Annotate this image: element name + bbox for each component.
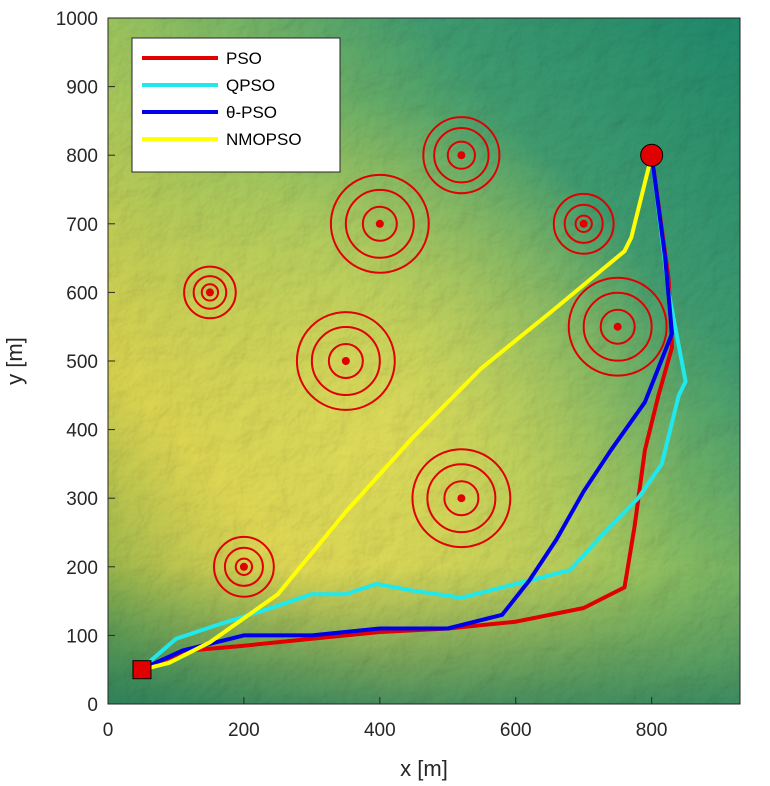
threat-ring [295,311,396,411]
axes: 0 200 400 600 800 0 100 200 300 400 500 600 700 800 90… [2,9,741,781]
threat-zone [213,535,275,598]
y-tick-label: 900 [66,78,98,99]
y-tick-label: 800 [66,146,98,167]
threat-zone [183,265,237,320]
start-goal-markers [132,143,664,680]
threat-ring [443,480,480,517]
threat-zone [567,276,668,377]
threat-zone [422,116,501,195]
path-nmopso [140,153,654,672]
threat-ring [552,192,615,255]
legend: PSO QPSO θ-PSO NMOPSO [131,37,341,173]
threat-ring [446,140,476,170]
y-tick-label: 200 [66,558,98,579]
threat-zones [183,116,668,598]
y-tick-label: 300 [66,489,98,510]
y-tick-label: 100 [66,626,98,647]
path--pso [140,153,674,672]
threat-center [375,219,384,228]
y-tick-label: 600 [66,283,98,304]
threat-center [613,322,622,331]
y-tick-label: 1000 [56,9,98,30]
goal-marker [640,143,664,167]
threat-ring [327,343,364,379]
threat-center [341,357,350,365]
path-qpso [140,153,688,672]
threat-ring [574,214,593,233]
legend-entry: QPSO [226,76,275,95]
threat-center [457,494,466,503]
legend-box [131,37,341,173]
threat-ring [563,203,604,244]
threat-ring [433,127,490,184]
legend-entry: PSO [226,49,262,68]
x-tick-label: 200 [228,720,260,741]
threat-ring [213,535,275,598]
y-tick-label: 0 [87,695,98,716]
threat-center [579,219,588,228]
threat-center [457,151,466,160]
x-tick-label: 800 [636,720,668,741]
threat-ring [200,283,220,302]
threat-ring [582,291,653,362]
x-tick-label: 600 [500,720,532,741]
threat-ring [183,265,237,320]
path-pso [140,153,674,672]
y-tick-label: 500 [66,352,98,373]
threat-ring [599,308,636,345]
legend-entry: θ-PSO [226,103,277,122]
threat-ring [310,326,381,396]
threat-ring [329,173,430,274]
y-tick-label: 400 [66,421,98,442]
threat-ring [361,205,398,242]
y-tick-label: 700 [66,215,98,236]
x-tick-label: 0 [103,720,114,741]
y-axis-label: y [m] [2,337,27,385]
threat-ring [567,276,668,377]
threat-center [205,288,214,297]
flight-paths [140,153,688,672]
threat-ring [422,116,501,195]
threat-ring [234,557,254,576]
threat-center [239,562,248,571]
threat-ring [192,275,228,310]
threat-ring [426,463,497,534]
x-tick-label: 400 [364,720,396,741]
threat-ring [411,448,512,549]
threat-zone [411,448,512,549]
start-marker [132,660,152,680]
threat-ring [344,188,415,259]
threat-zone [329,173,430,274]
threat-ring [223,546,264,587]
threat-zone [552,192,615,255]
x-axis-label: x [m] [400,756,448,781]
threat-zone [295,311,396,411]
legend-entry: NMOPSO [226,130,302,149]
